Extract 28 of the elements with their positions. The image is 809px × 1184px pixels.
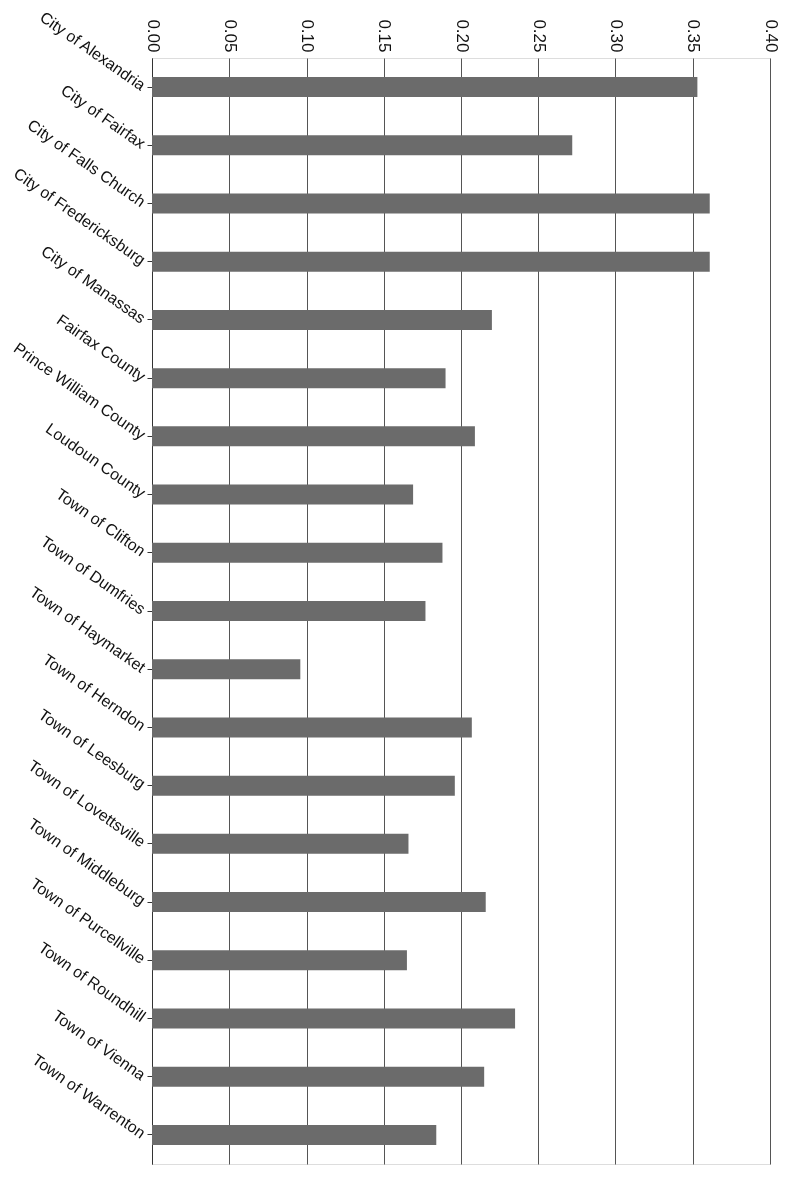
bar (152, 1008, 516, 1029)
bar (152, 1066, 485, 1087)
x-tick-label: 0.00 (143, 19, 163, 53)
x-tick-label: 0.20 (452, 19, 472, 53)
x-tick-label: 0.25 (529, 19, 549, 53)
bar (152, 309, 492, 330)
bar (152, 717, 472, 738)
bar (152, 368, 446, 389)
bar (152, 601, 426, 621)
bar (152, 950, 407, 971)
bar (152, 892, 486, 913)
bar (152, 833, 409, 854)
x-tick-label: 0.05 (220, 19, 240, 53)
bar (152, 251, 710, 272)
x-tick-label: 0.10 (298, 19, 317, 53)
x-tick-label: 0.40 (761, 19, 781, 53)
bar (152, 659, 301, 680)
x-tick-label: 0.35 (684, 19, 704, 53)
bar (152, 193, 710, 214)
x-tick-label: 0.15 (375, 19, 395, 53)
bar (152, 77, 698, 98)
bar (152, 135, 573, 156)
bar (152, 426, 475, 447)
bar (152, 775, 455, 796)
x-tick-label: 0.30 (607, 19, 626, 53)
bar (152, 1124, 437, 1145)
bar (152, 542, 443, 563)
bar (152, 484, 414, 505)
